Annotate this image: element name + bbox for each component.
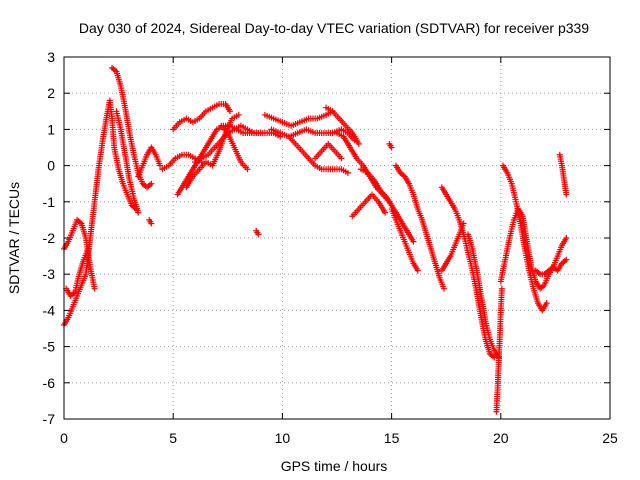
x-axis-label: GPS time / hours [281,458,388,474]
chart-title: Day 030 of 2024, Sidereal Day-to-day VTE… [79,20,589,36]
data-point [148,220,155,227]
series-t33 [386,140,395,151]
y-tick-label: -5 [43,339,56,355]
data-point [388,144,395,151]
data-point [498,285,505,292]
data-point [441,285,448,292]
series-t4 [109,64,155,191]
data-point [563,191,570,198]
y-tick-label: 0 [47,158,55,174]
series-t31 [146,216,155,227]
data-point [85,245,92,252]
x-tick-label: 5 [169,430,177,446]
data-point [244,166,251,173]
data-point [543,300,550,307]
series-t5 [113,108,142,216]
data-point [235,111,242,118]
y-tick-label: -1 [43,194,56,210]
y-tick-label: 2 [47,85,55,101]
series-t3 [63,245,92,299]
series-t10 [192,122,284,165]
x-tick-label: 10 [275,430,291,446]
series-t13 [261,108,336,129]
data-point [344,169,351,176]
x-tick-label: 25 [602,430,618,446]
series-t28 [499,162,550,314]
data-point [414,267,421,274]
series-t17 [323,104,362,147]
data-point [563,235,570,241]
data-point [338,155,345,162]
series-t16 [312,140,345,162]
series-t30 [556,151,570,198]
series-t26 [493,285,505,415]
data-point [355,140,362,147]
series-t12 [218,122,251,173]
data-point [226,108,233,115]
data-point [255,231,262,238]
series-t22 [388,206,421,274]
series-t21 [392,162,448,292]
grid-lines [64,57,610,419]
series-t15 [285,133,351,176]
y-tick-label: -4 [43,302,56,318]
data-point [91,285,98,292]
data-point [157,162,164,169]
y-tick-label: -6 [43,375,56,391]
plot-area-border [63,56,611,420]
data-point [563,256,570,263]
x-tick-label: 15 [384,430,400,446]
x-tick-label: 20 [493,430,509,446]
series-t11 [183,111,242,191]
series-t32 [253,227,262,238]
y-tick-label: 1 [47,121,55,137]
series-t6 [135,144,164,180]
y-tick-label: -3 [43,266,56,282]
series-t2 [61,216,98,292]
series-t27 [497,206,570,292]
x-tick-label: 0 [60,430,68,446]
data-point [382,209,389,216]
data-point [135,209,142,216]
y-tick-label: 3 [47,49,55,65]
y-tick-label: -2 [43,230,56,246]
series-t29 [532,256,570,278]
y-axis-label: SDTVAR / TECUs [6,182,22,294]
data-point [148,180,155,187]
series-t20 [349,191,389,220]
series-t8 [170,101,233,133]
y-tick-label: -7 [43,411,56,427]
data-point [410,238,417,245]
data-points [61,64,570,415]
